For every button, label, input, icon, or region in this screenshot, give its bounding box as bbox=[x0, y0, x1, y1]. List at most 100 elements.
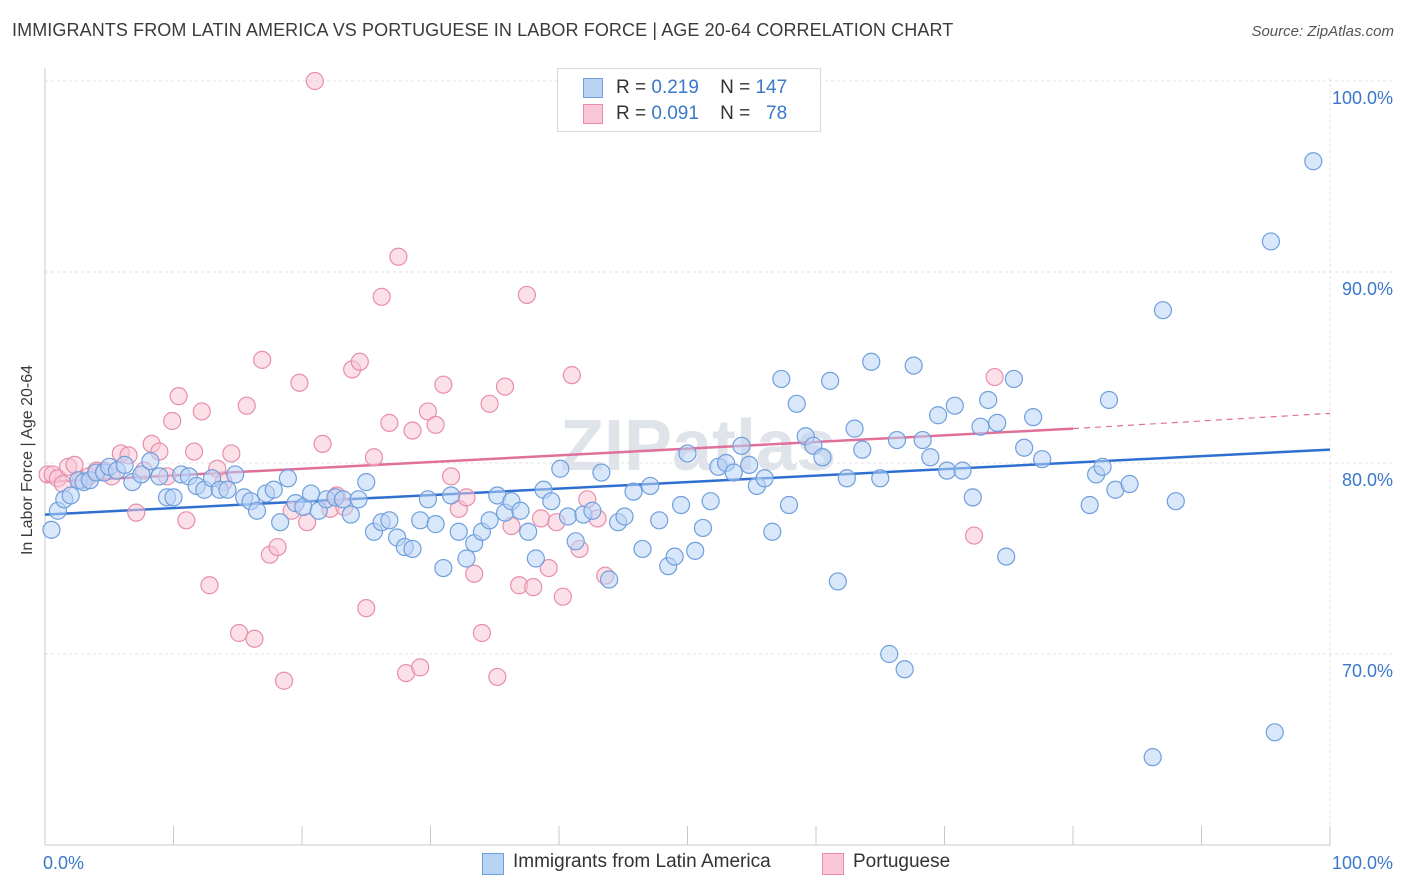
point-latin-america bbox=[678, 444, 697, 463]
x-tick-label: 0.0% bbox=[43, 853, 84, 873]
point-portuguese bbox=[985, 367, 1004, 387]
point-latin-america bbox=[1166, 492, 1185, 511]
point-latin-america bbox=[511, 501, 530, 520]
point-latin-america bbox=[341, 505, 360, 524]
legend-n-value: 78 bbox=[766, 103, 788, 124]
point-portuguese bbox=[531, 509, 551, 528]
point-latin-america bbox=[845, 419, 864, 438]
point-latin-america bbox=[264, 480, 283, 499]
point-portuguese bbox=[222, 444, 241, 463]
point-latin-america bbox=[1099, 390, 1119, 410]
point-latin-america bbox=[1024, 408, 1043, 427]
point-portuguese bbox=[290, 373, 309, 392]
point-portuguese bbox=[237, 396, 256, 415]
point-latin-america bbox=[551, 459, 570, 478]
point-latin-america bbox=[787, 394, 806, 413]
point-portuguese bbox=[488, 667, 507, 687]
point-latin-america bbox=[913, 430, 932, 450]
point-latin-america bbox=[895, 660, 914, 679]
point-portuguese bbox=[426, 415, 445, 434]
point-latin-america bbox=[150, 467, 169, 486]
point-latin-america bbox=[426, 515, 445, 534]
point-latin-america bbox=[164, 488, 183, 507]
point-latin-america bbox=[403, 539, 422, 559]
point-latin-america bbox=[732, 436, 751, 455]
point-latin-america bbox=[42, 520, 61, 539]
point-latin-america bbox=[953, 461, 972, 480]
point-latin-america bbox=[301, 484, 321, 503]
point-portuguese bbox=[163, 411, 182, 431]
point-latin-america bbox=[624, 482, 643, 501]
legend-n-label: N = bbox=[720, 103, 751, 124]
point-latin-america bbox=[519, 522, 538, 541]
point-portuguese bbox=[364, 448, 384, 467]
chart-title: IMMIGRANTS FROM LATIN AMERICA VS PORTUGU… bbox=[12, 20, 954, 40]
bottom-legend-label: Portuguese bbox=[853, 851, 951, 872]
point-portuguese bbox=[562, 366, 581, 385]
point-portuguese bbox=[169, 387, 188, 406]
point-latin-america bbox=[837, 469, 856, 488]
point-latin-america bbox=[1143, 748, 1162, 767]
point-latin-america bbox=[449, 522, 468, 541]
point-latin-america bbox=[271, 513, 290, 532]
point-latin-america bbox=[247, 501, 267, 520]
point-latin-america bbox=[441, 486, 461, 505]
legend-n-value: 147 bbox=[755, 77, 788, 98]
point-latin-america bbox=[115, 455, 134, 475]
point-portuguese bbox=[313, 434, 332, 453]
point-latin-america bbox=[671, 495, 691, 515]
point-latin-america bbox=[633, 539, 652, 559]
point-portuguese bbox=[268, 537, 287, 557]
point-latin-america bbox=[963, 488, 982, 507]
point-latin-america bbox=[945, 396, 964, 415]
y-axis-title: In Labor Force | Age 20-64 bbox=[19, 364, 36, 556]
point-latin-america bbox=[1261, 232, 1280, 251]
legend-r-value: 0.219 bbox=[651, 77, 699, 98]
point-portuguese bbox=[465, 564, 484, 583]
point-latin-america bbox=[526, 549, 545, 568]
point-latin-america bbox=[763, 522, 782, 541]
point-latin-america bbox=[693, 518, 713, 538]
point-latin-america bbox=[853, 440, 872, 459]
point-latin-america bbox=[779, 495, 799, 515]
point-latin-america bbox=[566, 532, 585, 551]
axes bbox=[44, 68, 1331, 846]
point-latin-america bbox=[457, 549, 476, 568]
point-latin-america bbox=[772, 369, 791, 389]
point-portuguese bbox=[65, 455, 84, 475]
point-latin-america bbox=[971, 417, 990, 436]
point-latin-america bbox=[1120, 474, 1139, 494]
point-latin-america bbox=[1033, 450, 1052, 469]
x-tick-label: 100.0% bbox=[1332, 853, 1393, 873]
point-latin-america bbox=[686, 541, 705, 560]
point-latin-america bbox=[1304, 152, 1323, 171]
y-tick-label: 70.0% bbox=[1342, 661, 1393, 681]
point-latin-america bbox=[1080, 495, 1099, 515]
legend-swatch-pink bbox=[583, 104, 603, 124]
point-portuguese bbox=[418, 402, 438, 421]
bottom-legend-swatch-pink bbox=[822, 853, 844, 875]
point-portuguese bbox=[245, 629, 264, 648]
point-latin-america bbox=[921, 448, 940, 467]
bottom-legend-swatch-blue bbox=[482, 853, 504, 875]
point-portuguese bbox=[177, 511, 196, 530]
point-latin-america bbox=[650, 511, 669, 530]
point-portuguese bbox=[411, 658, 430, 677]
point-latin-america bbox=[665, 547, 684, 566]
legend-r-label: R = bbox=[616, 103, 647, 124]
point-latin-america bbox=[724, 463, 743, 482]
data-points bbox=[38, 71, 1323, 767]
point-latin-america bbox=[1015, 438, 1034, 457]
legend-n-label: N = bbox=[720, 77, 751, 98]
point-latin-america bbox=[701, 492, 720, 511]
point-portuguese bbox=[305, 71, 324, 91]
point-latin-america bbox=[862, 352, 881, 371]
source-label: Source: ZipAtlas.com bbox=[1251, 23, 1394, 40]
correlation-legend: R = 0.219 N = 147 R = 0.091 N = 78 bbox=[557, 68, 821, 132]
point-latin-america bbox=[418, 490, 438, 509]
point-latin-america bbox=[1093, 457, 1112, 476]
point-portuguese bbox=[192, 402, 211, 421]
point-latin-america bbox=[278, 469, 297, 488]
point-latin-america bbox=[928, 406, 948, 425]
tick-labels: 70.0% 80.0% 90.0% 100.0% 0.0% 100.0% bbox=[43, 88, 1393, 873]
